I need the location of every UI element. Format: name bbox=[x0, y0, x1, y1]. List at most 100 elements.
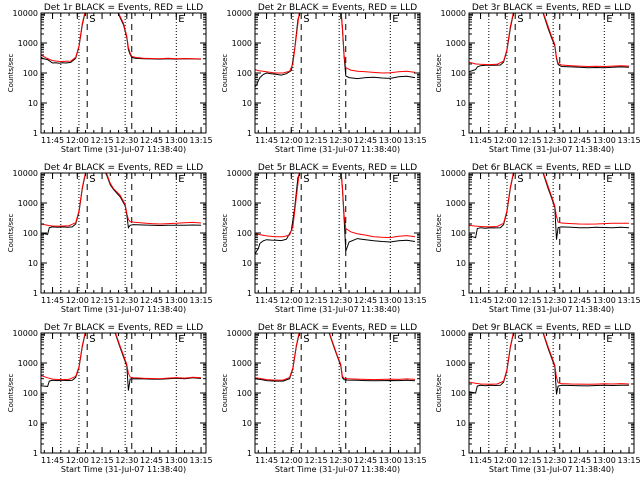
x-tick-label: 12:45 bbox=[140, 456, 163, 465]
x-tick-label: 12:00 bbox=[66, 456, 89, 465]
y-tick-label: 100 bbox=[23, 69, 38, 78]
x-tick-label: 11:45 bbox=[41, 296, 64, 305]
y-axis-label: Counts/sec bbox=[435, 374, 443, 413]
x-tick-label: 13:00 bbox=[165, 136, 188, 145]
detector-panel: 1 10 100 1000 10000 11:45 12:00 12:15 12:30 12:45… bbox=[221, 323, 427, 474]
x-tick-label: 13:15 bbox=[618, 296, 640, 305]
x-tick-label: 13:00 bbox=[165, 296, 188, 305]
panel-title: Det 8r BLACK = Events, RED = LLD bbox=[258, 323, 417, 333]
y-tick-label: 10 bbox=[242, 419, 252, 428]
x-tick-label: 12:15 bbox=[91, 136, 114, 145]
time-marker-label: E bbox=[392, 174, 398, 185]
x-tick-label: 13:15 bbox=[190, 456, 213, 465]
x-tick-label: 12:00 bbox=[280, 136, 303, 145]
panel-title: Det 2r BLACK = Events, RED = LLD bbox=[258, 3, 417, 13]
y-tick-label: 1000 bbox=[446, 359, 466, 368]
lld-series-line bbox=[469, 333, 630, 385]
time-marker-label: E bbox=[392, 334, 398, 345]
y-tick-label: 1000 bbox=[232, 39, 252, 48]
x-axis-label: Start Time (31-Jul-07 11:38:40) bbox=[61, 145, 186, 154]
events-series-line bbox=[41, 173, 202, 235]
x-tick-label: 12:15 bbox=[91, 296, 114, 305]
detector-panel: 1 10 100 1000 10000 11:45 12:00 12:15 12:30 12:45… bbox=[7, 3, 213, 154]
x-tick-label: 12:00 bbox=[66, 296, 89, 305]
x-tick-label: 12:45 bbox=[568, 456, 591, 465]
y-tick-label: 1 bbox=[33, 289, 38, 298]
x-tick-label: 13:00 bbox=[379, 296, 402, 305]
x-axis-label: Start Time (31-Jul-07 11:38:40) bbox=[275, 465, 400, 474]
x-tick-label: 11:45 bbox=[41, 456, 64, 465]
y-tick-label: 10 bbox=[456, 259, 466, 268]
x-tick-label: 11:45 bbox=[255, 136, 278, 145]
lld-series-line bbox=[41, 173, 202, 227]
lld-series-line bbox=[41, 333, 202, 381]
y-tick-label: 10 bbox=[28, 259, 38, 268]
y-tick-label: 100 bbox=[451, 229, 466, 238]
x-tick-label: 13:15 bbox=[618, 456, 640, 465]
x-tick-label: 11:45 bbox=[469, 136, 492, 145]
y-axis-label: Counts/sec bbox=[7, 54, 15, 93]
y-tick-label: 1000 bbox=[18, 359, 38, 368]
x-tick-label: 12:30 bbox=[543, 296, 566, 305]
time-marker-label: E bbox=[606, 174, 612, 185]
lld-series-line bbox=[255, 173, 416, 239]
x-tick-label: 13:00 bbox=[379, 136, 402, 145]
time-marker-label: E bbox=[178, 14, 184, 25]
y-tick-label: 100 bbox=[237, 69, 252, 78]
time-marker-label: E bbox=[606, 14, 612, 25]
time-marker-label: E bbox=[392, 14, 398, 25]
y-axis-label: Counts/sec bbox=[435, 54, 443, 93]
panel-title: Det 4r BLACK = Events, RED = LLD bbox=[44, 163, 203, 173]
y-axis-label: Counts/sec bbox=[221, 374, 229, 413]
x-axis-label: Start Time (31-Jul-07 11:38:40) bbox=[275, 305, 400, 314]
y-tick-label: 10 bbox=[456, 99, 466, 108]
x-tick-label: 12:30 bbox=[115, 296, 138, 305]
x-tick-label: 12:15 bbox=[91, 456, 114, 465]
time-marker-label: S bbox=[517, 14, 523, 25]
panel-title: Det 9r BLACK = Events, RED = LLD bbox=[472, 323, 631, 333]
y-tick-label: 1000 bbox=[232, 199, 252, 208]
x-tick-label: 12:45 bbox=[140, 296, 163, 305]
y-tick-label: 10000 bbox=[13, 329, 38, 338]
y-tick-label: 10000 bbox=[13, 9, 38, 18]
y-tick-label: 10000 bbox=[441, 169, 466, 178]
y-tick-label: 10 bbox=[242, 259, 252, 268]
detector-panel: 1 10 100 1000 10000 11:45 12:00 12:15 12:30 12:45… bbox=[221, 163, 427, 314]
time-marker-label: S bbox=[303, 334, 309, 345]
x-tick-label: 13:00 bbox=[593, 296, 616, 305]
time-marker-label: E bbox=[606, 334, 612, 345]
lld-series-line bbox=[41, 13, 202, 63]
y-tick-label: 100 bbox=[451, 389, 466, 398]
y-tick-label: 1000 bbox=[18, 199, 38, 208]
x-tick-label: 12:15 bbox=[519, 456, 542, 465]
x-tick-label: 13:00 bbox=[593, 136, 616, 145]
x-tick-label: 12:30 bbox=[329, 136, 352, 145]
y-tick-label: 10000 bbox=[13, 169, 38, 178]
y-tick-label: 10 bbox=[28, 419, 38, 428]
time-marker-label: S bbox=[517, 334, 523, 345]
detector-panel: 1 10 100 1000 10000 11:45 12:00 12:15 12:30 12:45… bbox=[435, 3, 640, 154]
y-tick-label: 1 bbox=[33, 129, 38, 138]
x-axis-label: Start Time (31-Jul-07 11:38:40) bbox=[61, 305, 186, 314]
y-tick-label: 1 bbox=[461, 289, 466, 298]
time-marker-label: E bbox=[178, 174, 184, 185]
y-tick-label: 1000 bbox=[446, 199, 466, 208]
events-series-line bbox=[255, 173, 416, 255]
x-tick-label: 12:45 bbox=[140, 136, 163, 145]
detector-panel: 1 10 100 1000 10000 11:45 12:00 12:15 12:30 12:45… bbox=[435, 163, 640, 314]
events-series-line bbox=[469, 333, 630, 395]
x-tick-label: 12:45 bbox=[354, 136, 377, 145]
time-marker-label: E bbox=[178, 334, 184, 345]
x-axis-label: Start Time (31-Jul-07 11:38:40) bbox=[489, 145, 614, 154]
detector-panel: 1 10 100 1000 10000 11:45 12:00 12:15 12:30 12:45… bbox=[221, 3, 427, 154]
x-tick-label: 12:15 bbox=[519, 296, 542, 305]
x-tick-label: 13:00 bbox=[165, 456, 188, 465]
y-tick-label: 1000 bbox=[232, 359, 252, 368]
panel-title: Det 7r BLACK = Events, RED = LLD bbox=[44, 323, 203, 333]
x-tick-label: 12:00 bbox=[280, 296, 303, 305]
y-tick-label: 1 bbox=[247, 289, 252, 298]
detector-panel: 1 10 100 1000 10000 11:45 12:00 12:15 12:30 12:45… bbox=[7, 163, 213, 314]
x-tick-label: 12:15 bbox=[305, 456, 328, 465]
